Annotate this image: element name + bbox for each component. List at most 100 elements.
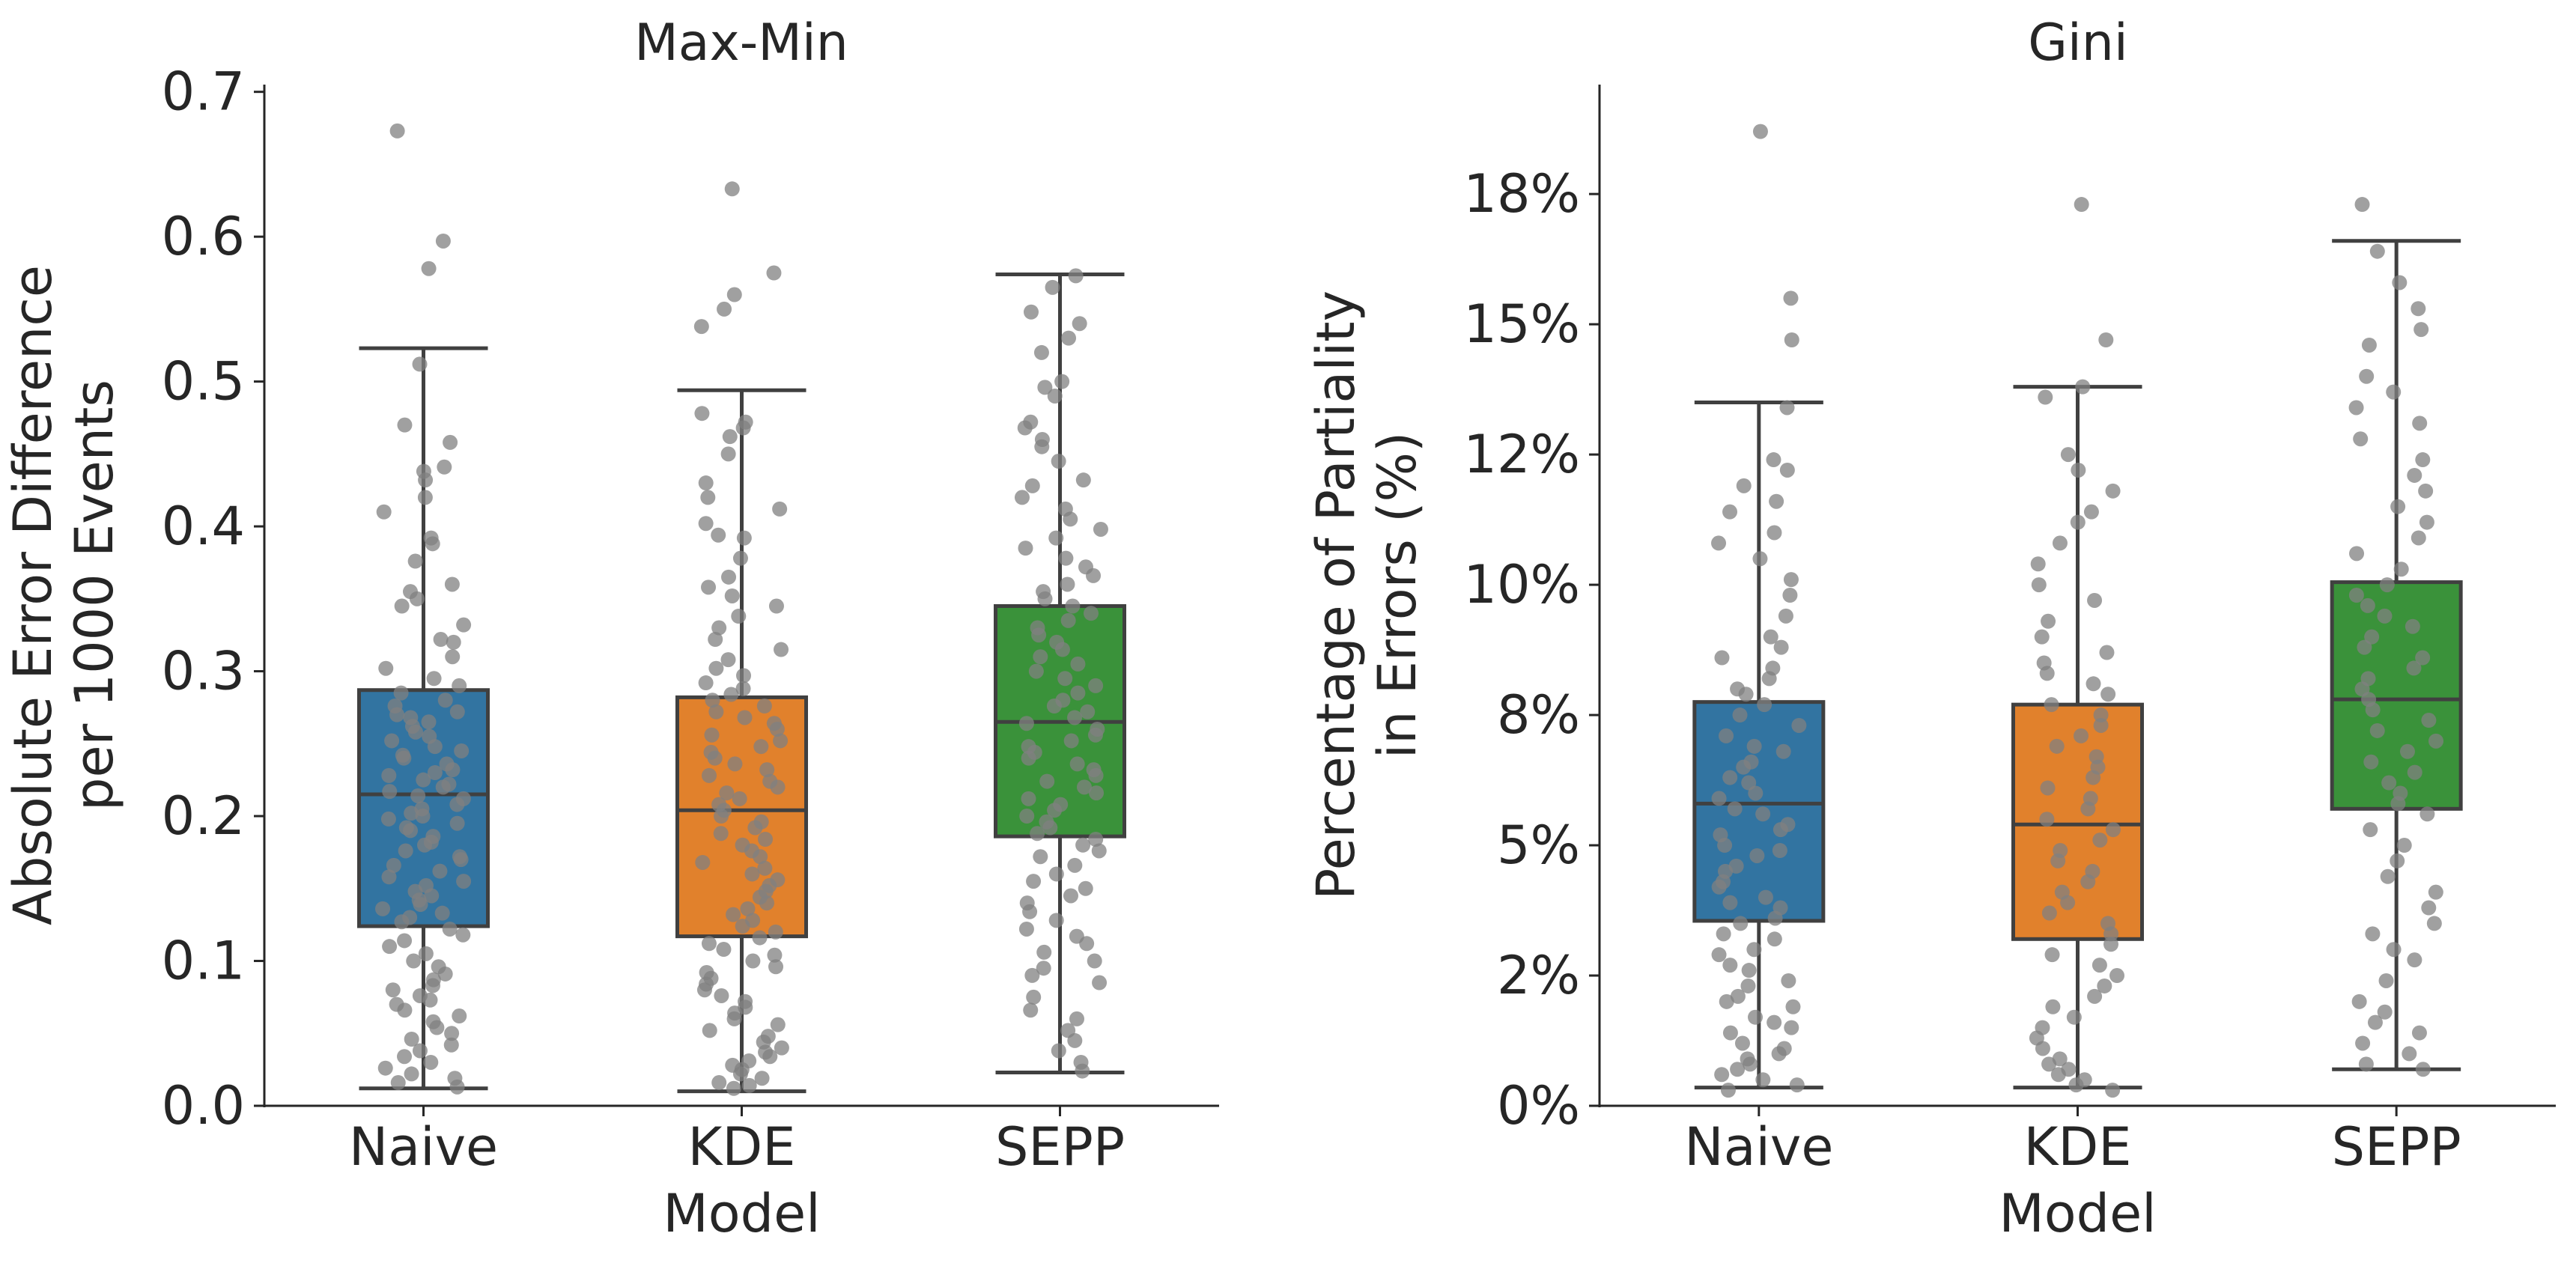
data-point xyxy=(2097,978,2112,993)
data-point xyxy=(1039,773,1055,789)
data-point xyxy=(2396,838,2412,853)
data-point xyxy=(2066,1009,2082,1025)
data-point xyxy=(1083,606,1099,621)
data-point xyxy=(2040,780,2056,796)
data-point xyxy=(427,765,443,781)
data-point xyxy=(698,475,714,491)
data-point xyxy=(769,721,785,737)
data-point xyxy=(2083,504,2099,520)
data-point xyxy=(426,671,442,687)
data-point xyxy=(1065,598,1081,614)
data-point xyxy=(1058,550,1074,566)
data-point xyxy=(2360,597,2375,613)
data-point xyxy=(1763,629,1778,645)
data-point xyxy=(429,1020,445,1035)
y-tick-label: 0.0 xyxy=(162,1075,245,1136)
data-point xyxy=(720,446,736,462)
data-point xyxy=(1054,642,1070,657)
data-point xyxy=(1755,1072,1771,1088)
data-point xyxy=(2365,926,2381,942)
data-point xyxy=(713,826,729,842)
data-point xyxy=(726,1080,741,1096)
data-point xyxy=(1766,452,1781,468)
data-point xyxy=(1781,973,1796,988)
y-tick-label: 0.3 xyxy=(162,641,245,702)
data-point xyxy=(403,823,419,839)
data-point xyxy=(2080,874,2096,889)
data-point xyxy=(1047,388,1063,404)
data-point xyxy=(693,319,709,335)
data-point xyxy=(1017,420,1033,436)
data-point xyxy=(732,550,748,566)
data-point xyxy=(418,472,434,488)
data-point xyxy=(444,1026,460,1041)
data-point xyxy=(1080,704,1096,719)
data-point xyxy=(2377,608,2393,624)
data-point xyxy=(726,907,741,922)
y-tick-label: 8% xyxy=(1497,684,1580,746)
data-point xyxy=(1063,733,1079,749)
data-point xyxy=(1782,588,1798,603)
data-point xyxy=(1034,439,1050,454)
data-point xyxy=(723,687,739,702)
data-point xyxy=(1746,942,1762,958)
data-point xyxy=(1088,678,1104,693)
data-point xyxy=(2381,775,2397,791)
data-point xyxy=(1075,837,1091,853)
data-point xyxy=(394,914,410,930)
data-point xyxy=(377,1060,393,1076)
data-point xyxy=(2348,400,2364,416)
data-point xyxy=(694,406,710,422)
data-point xyxy=(1727,801,1743,817)
data-point xyxy=(424,888,440,904)
y-tick-label: 0% xyxy=(1497,1075,1580,1136)
data-point xyxy=(1051,454,1066,469)
data-point xyxy=(701,936,717,952)
data-point xyxy=(1021,791,1036,806)
data-point xyxy=(2060,447,2076,463)
data-point xyxy=(1063,888,1078,904)
data-point xyxy=(2363,822,2378,838)
data-point xyxy=(774,1040,789,1056)
data-point xyxy=(422,992,438,1008)
data-point xyxy=(2070,514,2086,530)
data-point xyxy=(1761,671,1777,687)
data-point xyxy=(1070,656,1086,672)
data-point xyxy=(389,123,405,139)
x-tick-label: Naive xyxy=(1684,1116,1833,1178)
data-point xyxy=(449,815,465,831)
data-point xyxy=(1748,785,1764,801)
box-sepp xyxy=(2330,239,2463,1071)
data-point xyxy=(2349,546,2365,562)
data-point xyxy=(2428,884,2443,900)
data-point xyxy=(1778,608,1793,624)
data-point xyxy=(2031,577,2047,593)
data-point xyxy=(1767,910,1783,926)
data-point xyxy=(1722,958,1738,973)
data-point xyxy=(2392,275,2408,290)
data-point xyxy=(1026,874,1042,889)
points-kde xyxy=(693,181,789,1096)
data-point xyxy=(2075,379,2091,395)
data-point xyxy=(2419,514,2434,530)
data-point xyxy=(1036,944,1052,960)
data-point xyxy=(700,490,716,505)
data-point xyxy=(714,809,729,824)
data-point xyxy=(1722,895,1738,910)
data-point xyxy=(1772,822,1788,838)
data-point xyxy=(731,609,747,624)
box-kde xyxy=(2011,385,2144,1090)
data-point xyxy=(2405,618,2420,634)
data-point xyxy=(2421,713,2437,728)
data-point xyxy=(735,681,751,696)
data-point xyxy=(1037,591,1053,606)
data-point xyxy=(425,978,441,993)
data-point xyxy=(722,429,738,445)
data-point xyxy=(2038,389,2053,405)
data-point xyxy=(701,579,717,595)
data-point xyxy=(1779,400,1795,416)
data-point xyxy=(2361,337,2377,353)
data-point xyxy=(444,576,460,592)
data-point xyxy=(1716,926,1731,942)
data-point xyxy=(1061,330,1077,346)
